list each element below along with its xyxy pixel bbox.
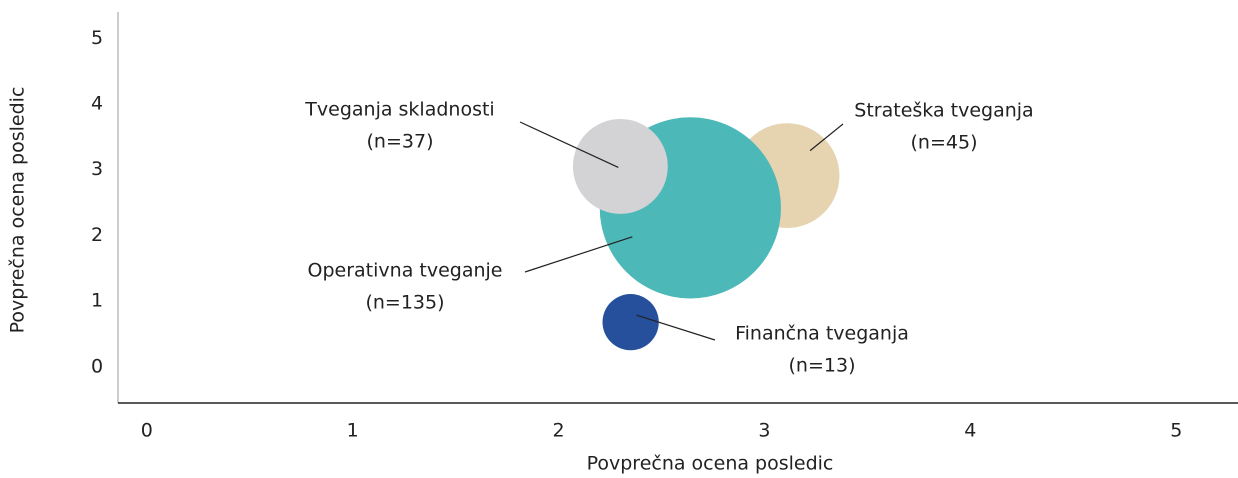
value-label: (n=37) bbox=[367, 131, 434, 153]
y-tick-label: 3 bbox=[91, 158, 103, 180]
leader-line bbox=[809, 123, 844, 152]
bubble-label: Finančna tveganja bbox=[735, 323, 909, 345]
bubble bbox=[572, 118, 668, 214]
bubble-label: Operativna tveganje bbox=[308, 260, 503, 282]
value-label: (n=13) bbox=[789, 355, 856, 377]
bubble bbox=[602, 294, 659, 351]
value-label: (n=135) bbox=[365, 292, 444, 314]
leader-line bbox=[524, 236, 633, 273]
x-tick-label: 0 bbox=[141, 420, 153, 442]
y-tick-label: 2 bbox=[91, 224, 103, 246]
x-tick-label: 1 bbox=[347, 420, 359, 442]
y-tick-label: 0 bbox=[91, 355, 103, 377]
y-axis-label: Povprečna ocena posledic bbox=[7, 87, 29, 334]
x-tick-label: 5 bbox=[1170, 420, 1182, 442]
bubble-label: Tveganja skladnosti bbox=[304, 99, 494, 121]
value-label: (n=45) bbox=[911, 132, 978, 154]
y-tick-label: 1 bbox=[91, 290, 103, 312]
leader-line bbox=[519, 121, 619, 168]
y-tick-label: 4 bbox=[91, 93, 103, 115]
y-tick-label: 5 bbox=[91, 27, 103, 49]
x-tick-label: 4 bbox=[964, 420, 976, 442]
bubble-label: Strateška tveganja bbox=[854, 100, 1033, 122]
x-axis-label: Povprečna ocena posledic bbox=[587, 453, 834, 475]
x-tick-label: 3 bbox=[758, 420, 770, 442]
x-tick-label: 2 bbox=[553, 420, 565, 442]
leader-line bbox=[636, 314, 716, 341]
